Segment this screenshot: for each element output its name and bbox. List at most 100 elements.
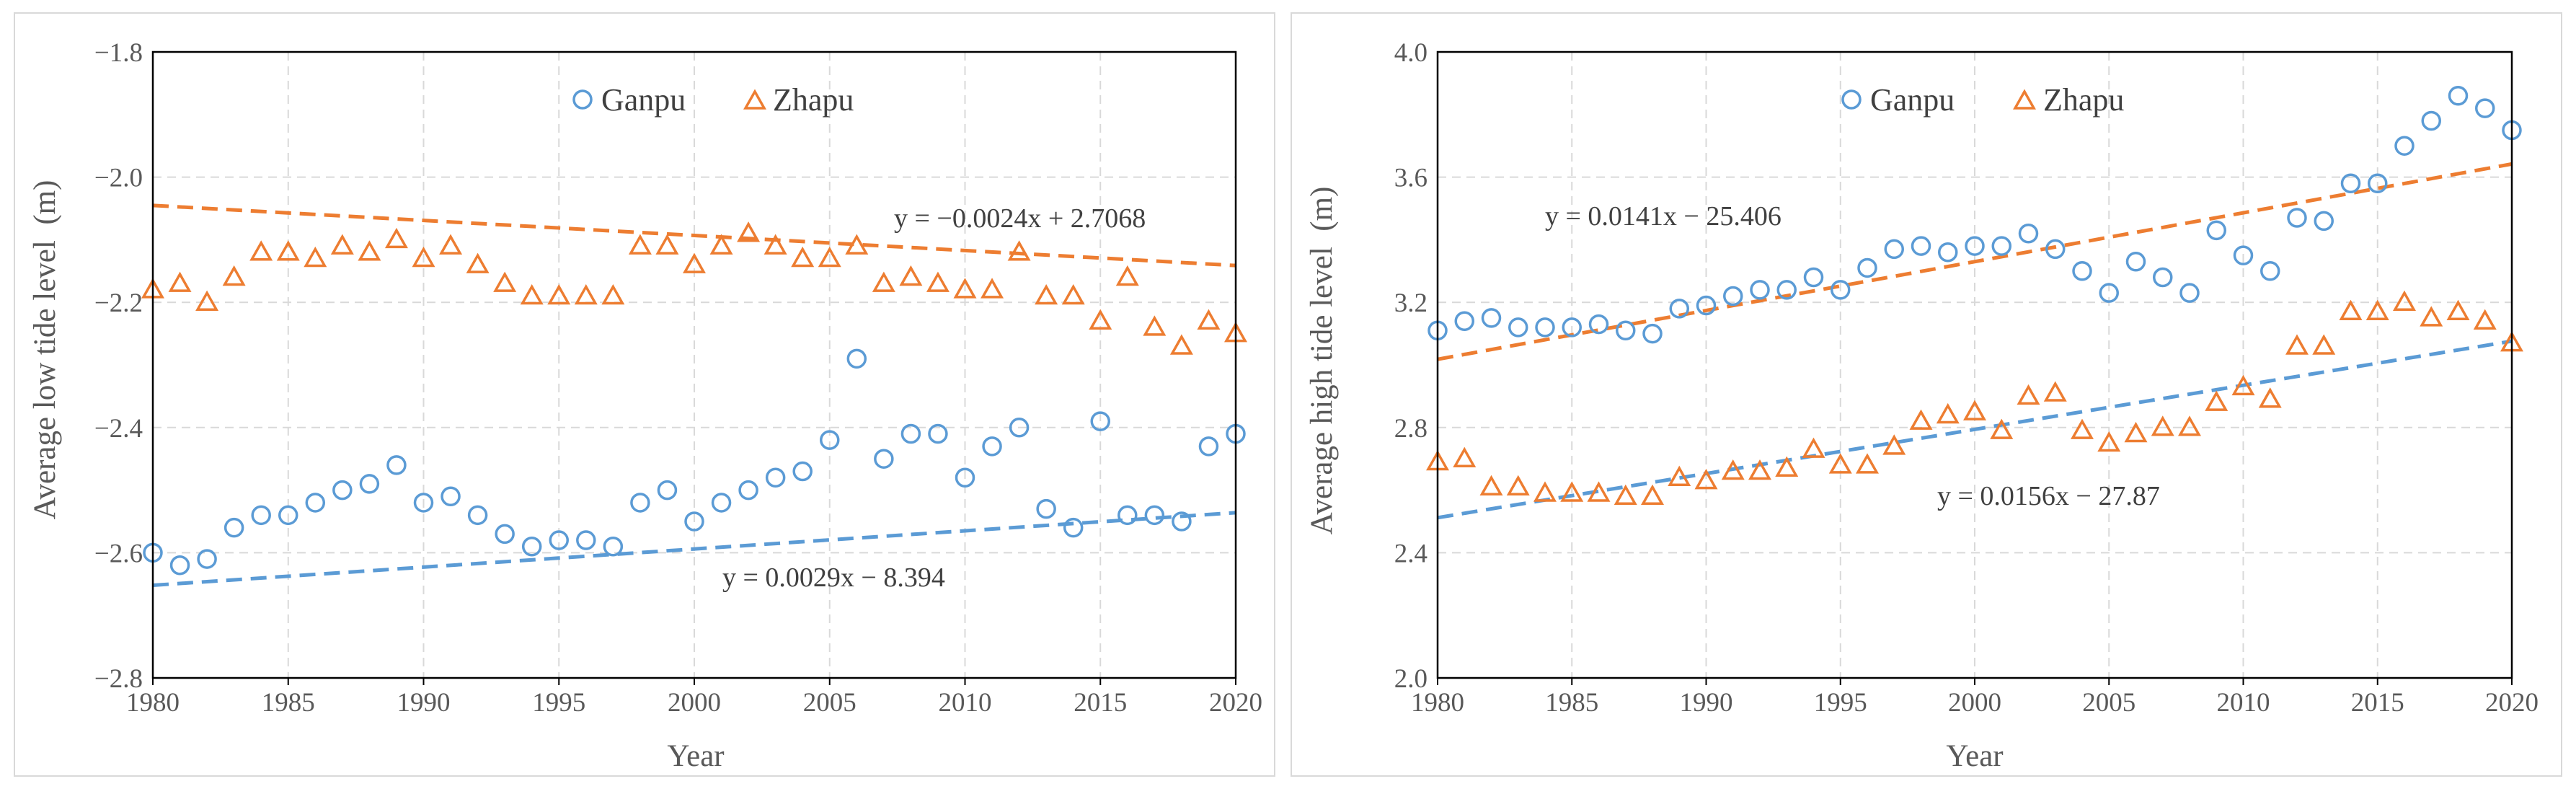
ganpu-data-point: [197, 549, 217, 569]
ganpu-data-point: [820, 430, 840, 450]
ganpu-data-point: [2045, 239, 2066, 260]
zhapu-data-point: [1963, 400, 1986, 420]
ganpu-data-point: [1696, 295, 1717, 316]
x-axis-title: Year: [1946, 739, 2003, 773]
zhapu-data-point: [2285, 334, 2309, 355]
zhapu-data-point: [1641, 484, 1664, 506]
y-axis-title: Average low tide level (m): [28, 180, 62, 520]
ganpu-data-point: [928, 423, 948, 444]
zhapu-data-point: [628, 234, 652, 255]
zhapu-data-point: [574, 283, 598, 305]
ganpu-data-point: [278, 505, 298, 526]
ganpu-data-point: [1723, 286, 1743, 307]
zhapu-data-point: [2205, 390, 2228, 411]
ganpu-data-point: [2475, 98, 2495, 118]
ganpu-data-point: [1562, 317, 1582, 338]
ganpu-data-point: [359, 474, 380, 494]
zhapu-data-point: [2258, 387, 2282, 408]
ganpu-data-point: [1117, 505, 1138, 526]
zhapu-data-point: [1990, 418, 2014, 439]
zhapu-data-point: [330, 234, 354, 255]
ganpu-data-point: [900, 423, 921, 444]
zhapu-data-point: [1197, 309, 1221, 330]
zhapu-data-point: [1587, 481, 1611, 502]
zhapu-data-point: [709, 234, 733, 255]
zhapu-data-point: [195, 290, 219, 311]
zhapu-data-point: [2151, 415, 2174, 436]
zhapu-data-point: [2043, 381, 2067, 402]
ganpu-data-point: [1172, 511, 1192, 532]
legend-ganpu-marker: [572, 89, 593, 110]
ganpu-data-point: [2394, 136, 2415, 156]
ganpu-data-point: [1857, 257, 1877, 278]
ganpu-data-point: [2072, 261, 2092, 281]
zhapu-data-point: [1115, 265, 1139, 286]
chart-panel-high-tide: 4.0 3.6 3.2 2.8 2.4 2.0 1980 1985 1990 1995 2000 20…: [1288, 0, 2576, 789]
zhapu-trendline: [152, 203, 1236, 268]
zhapu-data-point: [1169, 334, 1193, 355]
x-tick-label: 1995: [532, 688, 585, 718]
ganpu-data-point: [1535, 317, 1555, 338]
y-tick-label: 2.4: [1394, 539, 1428, 568]
ganpu-data-point: [1803, 267, 1824, 288]
zhapu-data-point: [2231, 374, 2255, 396]
ganpu-data-point: [413, 493, 434, 513]
zhapu-data-point: [2178, 415, 2201, 436]
zhapu-data-point: [845, 234, 869, 255]
x-tick-label: 2005: [803, 688, 857, 718]
ganpu-data-point: [2314, 211, 2334, 232]
zhapu-data-point: [1533, 481, 1557, 502]
x-axis-title: Year: [667, 739, 724, 773]
zhapu-data-point: [249, 240, 273, 261]
x-tick-label: 2015: [1074, 688, 1127, 718]
zhapu-data-point: [2473, 309, 2497, 330]
zhapu-data-point: [1143, 315, 1167, 336]
zhapu-data-point: [1802, 437, 1825, 458]
x-tick-label: 1990: [1680, 688, 1733, 718]
zhapu-data-point: [1506, 475, 1530, 496]
x-tick-label: 1980: [126, 688, 180, 718]
zhapu-data-point: [2339, 299, 2363, 320]
zhapu-data-point: [2097, 431, 2121, 452]
ganpu-data-point: [1669, 299, 1689, 319]
ganpu-data-point: [2340, 173, 2361, 194]
ganpu-data-point: [2206, 220, 2226, 241]
y-tick-label: −2.4: [94, 414, 143, 444]
ganpu-data-point: [1090, 411, 1110, 431]
x-tick-label: 2000: [668, 688, 721, 718]
ganpu-data-point: [1831, 280, 1851, 300]
ganpu-data-point: [2099, 283, 2119, 303]
legend-ganpu-label: Ganpu: [601, 82, 686, 118]
ganpu-data-point: [1508, 317, 1528, 338]
x-tick-label: 2015: [2351, 688, 2404, 718]
ganpu-data-point: [2421, 110, 2441, 131]
x-tick-label: 1990: [397, 688, 451, 718]
chart-frame: [14, 12, 1275, 777]
zhapu-data-point: [1882, 434, 1906, 455]
ganpu-data-point: [441, 486, 461, 507]
zhapu-data-point: [1035, 283, 1058, 305]
zhapu-data-point: [981, 278, 1004, 299]
ganpu-data-point: [2368, 173, 2388, 194]
ganpu-data-point: [792, 461, 813, 482]
zhapu-data-point: [1936, 402, 1960, 424]
ganpu-data-point: [603, 536, 624, 557]
ganpu-data-point: [846, 348, 867, 369]
zhapu-data-point: [1007, 240, 1031, 261]
ganpu-data-point: [169, 555, 190, 576]
y-tick-label: −2.0: [94, 164, 143, 193]
x-tick-label: 2020: [2485, 688, 2539, 718]
ganpu-data-point: [2179, 283, 2200, 303]
ganpu-data-point: [1911, 236, 1931, 256]
ganpu-data-point: [1750, 280, 1770, 300]
zhapu-data-point: [1721, 459, 1745, 480]
zhapu-data-point: [899, 265, 923, 286]
ganpu-data-point: [2153, 267, 2173, 288]
ganpu-trend-equation: y = 0.0141x − 25.406: [1545, 201, 1781, 232]
zhapu-data-point: [276, 240, 300, 261]
ganpu-data-point: [982, 436, 1002, 457]
y-tick-label: 3.2: [1394, 288, 1428, 318]
ganpu-data-point: [1938, 242, 1958, 263]
zhapu-data-point: [1453, 446, 1477, 467]
ganpu-trendline: [152, 511, 1236, 588]
